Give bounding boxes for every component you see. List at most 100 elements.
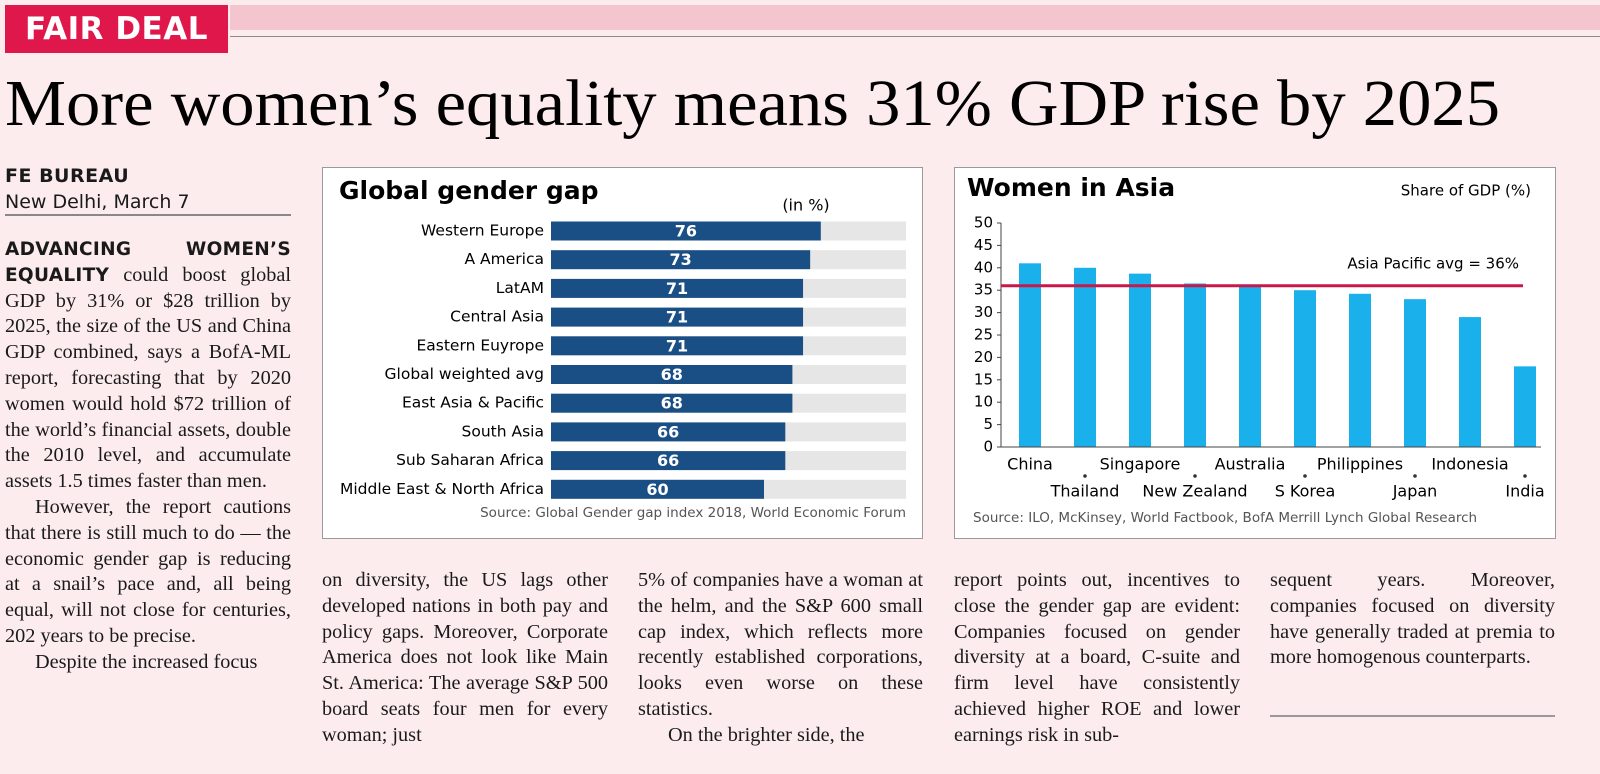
category-label: LatAM: [496, 279, 544, 297]
paragraph: On the brighter side, the: [668, 723, 865, 746]
end-rule: [1270, 715, 1555, 717]
bar: [1404, 299, 1426, 447]
text: could boost global GDP by 31% or $28 tri…: [5, 263, 291, 493]
label-pointer: [1193, 474, 1197, 478]
y-tick-label: 30: [974, 303, 993, 321]
x-tick-label: Japan: [1392, 482, 1438, 501]
y-tick-label: 50: [974, 214, 993, 232]
bar: [1239, 286, 1261, 447]
header-band: [230, 5, 1600, 30]
paragraph: Despite the increased focus: [35, 650, 258, 673]
label-pointer: [1413, 474, 1417, 478]
y-tick-label: 5: [983, 415, 993, 433]
bar: [551, 307, 804, 327]
bar: [551, 393, 793, 413]
label-pointer: [1083, 474, 1087, 478]
bar: [551, 365, 793, 384]
y-tick-label: 20: [974, 348, 993, 366]
bar: [1514, 366, 1536, 447]
category-label: Eastern Euyrope: [416, 336, 544, 354]
y-tick-label: 45: [974, 236, 993, 254]
y-tick-label: 40: [974, 258, 993, 276]
paragraph: report points out, incentives to close t…: [954, 569, 1240, 746]
paragraph: 5% of companies have a woman at the helm…: [638, 569, 923, 720]
bar: [551, 451, 786, 471]
bar: [551, 250, 811, 270]
article-column: on diversity, the US lags other develope…: [322, 568, 608, 748]
category-label: Global weighted avg: [385, 365, 544, 383]
y-tick-label: 25: [974, 326, 993, 344]
bar: [1184, 283, 1206, 447]
section-tag: FAIR DEAL: [5, 5, 228, 53]
bar: [551, 422, 786, 442]
bar: [551, 278, 804, 298]
x-tick-label: Thailand: [1050, 482, 1120, 501]
bar: [1019, 263, 1041, 447]
y-tick-label: 15: [974, 370, 993, 388]
value-label: 68: [661, 394, 683, 413]
article-column: 5% of companies have a woman at the helm…: [638, 568, 923, 748]
paragraph: on diversity, the US lags other develope…: [322, 569, 608, 746]
category-label: Western Europe: [421, 222, 544, 240]
bar: [1074, 267, 1096, 447]
paragraph: ADVANCING WOMEN’S EQUALITY could boost g…: [5, 237, 291, 495]
headline-box: More women’s equality means 31% GDP rise…: [5, 67, 1500, 140]
chart-title: Global gender gap: [339, 176, 599, 205]
byline: FE BUREAU New Delhi, March 7: [5, 163, 291, 215]
bar: [1129, 273, 1151, 447]
category-label: A America: [465, 250, 544, 268]
x-tick-label: New Zealand: [1142, 482, 1247, 501]
chart: Global gender gap (in %) Western Europe 76 A…: [322, 167, 923, 539]
value-label: 68: [661, 365, 683, 384]
article-column: ADVANCING WOMEN’S EQUALITY could boost g…: [5, 237, 291, 749]
chart-subtitle: (in %): [782, 196, 829, 215]
source: Source: Global Gender gap index 2018, Wo…: [480, 505, 906, 521]
paragraph: However, the report cautions that there …: [5, 495, 291, 647]
x-tick-label: India: [1505, 482, 1544, 501]
article-column: report points out, incentives to close t…: [954, 568, 1240, 748]
author: FE BUREAU: [5, 165, 130, 187]
value-label: 71: [666, 336, 688, 355]
category-label: South Asia: [462, 422, 544, 440]
bar: [1349, 293, 1371, 447]
category-label: Sub Saharan Africa: [396, 451, 544, 469]
bar: [1294, 290, 1316, 447]
label-pointer: [1523, 474, 1527, 478]
value-label: 66: [657, 422, 679, 441]
value-label: 71: [666, 308, 688, 327]
y-tick-label: 0: [983, 438, 993, 456]
lead: ADVANCING WOMEN’S EQUALITY: [5, 239, 291, 286]
bar: [551, 221, 821, 241]
chart-title: Women in Asia: [967, 173, 1175, 202]
category-label: Middle East & North Africa: [340, 480, 544, 498]
bar: [551, 336, 804, 356]
source: Source: ILO, McKinsey, World Factbook, B…: [973, 510, 1477, 526]
bar: [551, 479, 764, 499]
paragraph: sequent years. Moreover, companies focus…: [1270, 569, 1555, 669]
x-tick-label: Philippines: [1317, 455, 1403, 474]
x-tick-label: S Korea: [1275, 482, 1336, 501]
value-label: 76: [675, 222, 697, 241]
bar: [1459, 317, 1481, 447]
value-label: 66: [657, 451, 679, 470]
x-tick-label: China: [1007, 455, 1053, 474]
x-tick-label: Indonesia: [1431, 455, 1508, 474]
reference-label: Asia Pacific avg = 36%: [1347, 255, 1519, 273]
x-tick-label: Australia: [1215, 455, 1286, 474]
category-label: East Asia & Pacific: [402, 394, 544, 412]
dateline: New Delhi, March 7: [5, 191, 190, 213]
headline: More women’s equality means 31% GDP rise…: [5, 67, 1500, 140]
y-tick-label: 10: [974, 393, 993, 411]
y-axis-label: Share of GDP (%): [1401, 182, 1531, 200]
chart: Women in Asia Share of GDP (%) 0 5 10 15 20 25 3…: [954, 167, 1556, 539]
x-tick-label: Singapore: [1100, 455, 1181, 474]
value-label: 73: [669, 250, 691, 269]
value-label: 60: [646, 480, 668, 499]
y-tick-label: 35: [974, 281, 993, 299]
category-label: Central Asia: [450, 308, 544, 326]
value-label: 71: [666, 279, 688, 298]
label-pointer: [1303, 474, 1307, 478]
rule: [5, 214, 291, 216]
header-rule: [230, 36, 1600, 37]
